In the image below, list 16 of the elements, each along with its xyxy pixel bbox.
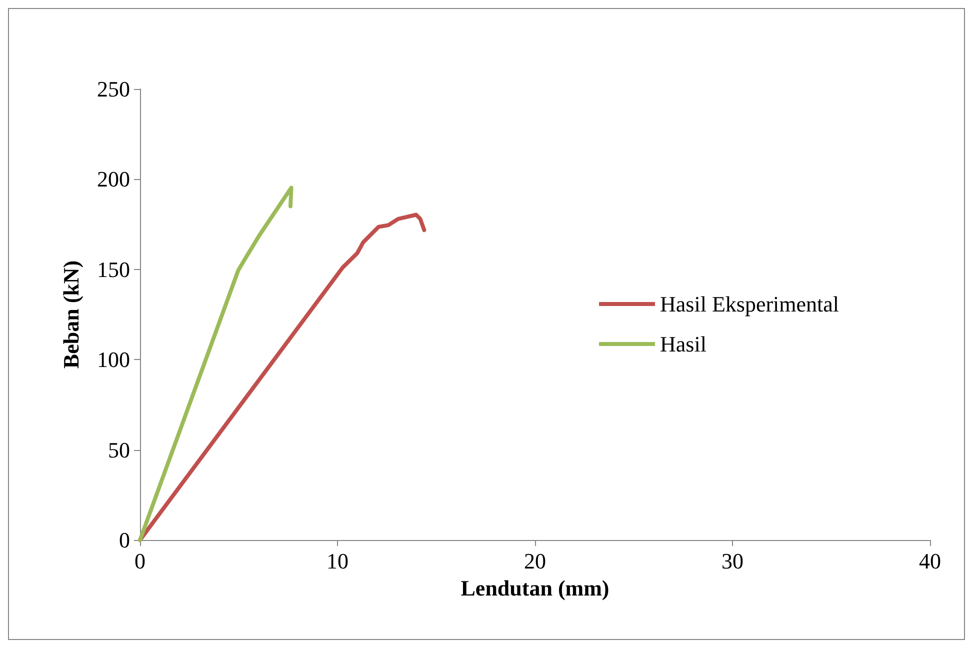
y-tick-label: 0 [119,528,130,552]
x-tick-label: 20 [524,548,546,574]
x-tick-label: 30 [722,548,744,574]
legend-label: Hasil [660,332,706,356]
x-tick-label: 40 [919,548,941,574]
y-axis-title: Beban (kN) [58,260,84,369]
x-axis-title: Lendutan (mm) [460,575,610,600]
x-tick-label: 0 [134,548,146,574]
y-tick-label: 150 [97,256,130,282]
y-tick-label: 50 [108,437,130,462]
x-tick-label: 10 [326,548,348,574]
y-tick-label: 100 [97,347,130,372]
y-tick-label: 250 [97,76,130,102]
legend-label: Hasil Eksperimental [660,292,840,316]
line-series [138,186,294,542]
y-tick-label: 200 [97,166,130,192]
